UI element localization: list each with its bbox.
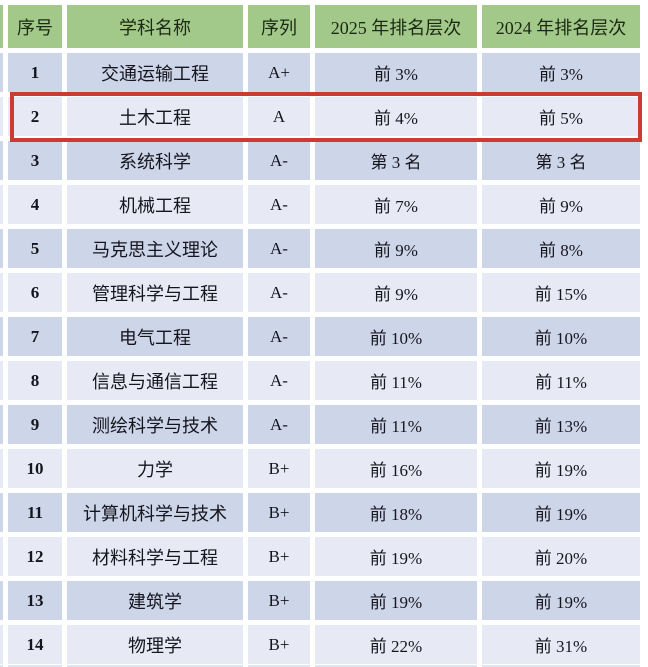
- subject-cell: 交通运输工程: [67, 53, 243, 92]
- cutoff-row-strip: [482, 665, 640, 667]
- grade-cell: B+: [248, 625, 310, 664]
- subject-cell: 管理科学与工程: [67, 273, 243, 312]
- row-number-cell: 3: [8, 141, 62, 180]
- grade-cell: A-: [248, 273, 310, 312]
- cutoff-row-strip: [315, 665, 477, 667]
- left-edge-partial-column: [0, 97, 3, 136]
- subject-cell: 电气工程: [67, 317, 243, 356]
- cutoff-row-strip: [8, 665, 62, 667]
- header-cell-2: 序列: [248, 5, 310, 48]
- header-cell-3: 2025 年排名层次: [315, 5, 477, 48]
- rank-2025-cell: 前 22%: [315, 625, 477, 664]
- grade-cell: A: [248, 97, 310, 136]
- cutoff-row-strip: [248, 665, 310, 667]
- rank-2024-cell: 前 15%: [482, 273, 640, 312]
- rank-2025-cell: 前 19%: [315, 581, 477, 620]
- rank-2024-cell: 前 5%: [482, 97, 640, 136]
- rank-2024-cell: 前 13%: [482, 405, 640, 444]
- left-edge-partial-column: [0, 317, 3, 356]
- rank-2025-cell: 前 7%: [315, 185, 477, 224]
- rank-2024-cell: 前 19%: [482, 493, 640, 532]
- left-edge-partial-column: [0, 537, 3, 576]
- left-edge-partial-column: [0, 625, 3, 664]
- grade-cell: A-: [248, 361, 310, 400]
- grade-cell: A-: [248, 229, 310, 268]
- subject-cell: 机械工程: [67, 185, 243, 224]
- rank-2025-cell: 前 3%: [315, 53, 477, 92]
- grade-cell: A-: [248, 185, 310, 224]
- rank-2025-cell: 前 9%: [315, 273, 477, 312]
- row-number-cell: 10: [8, 449, 62, 488]
- grade-cell: A+: [248, 53, 310, 92]
- left-edge-partial-column: [0, 581, 3, 620]
- rank-2025-cell: 前 16%: [315, 449, 477, 488]
- subject-cell: 计算机科学与技术: [67, 493, 243, 532]
- rank-2025-cell: 前 4%: [315, 97, 477, 136]
- left-edge-partial-column: [0, 141, 3, 180]
- left-edge-partial-column: [0, 405, 3, 444]
- row-number-cell: 8: [8, 361, 62, 400]
- rank-2025-cell: 前 19%: [315, 537, 477, 576]
- rank-2024-cell: 前 19%: [482, 581, 640, 620]
- header-cell-4: 2024 年排名层次: [482, 5, 640, 48]
- subject-cell: 系统科学: [67, 141, 243, 180]
- left-edge-partial-column: [0, 273, 3, 312]
- left-edge-partial-column: [0, 449, 3, 488]
- table-grid: 序号 学科名称 序列 2025 年排名层次 2024 年排名层次 1 交通运输工程 A+ 前 3…: [0, 5, 640, 664]
- row-number-cell: 5: [8, 229, 62, 268]
- subject-cell: 土木工程: [67, 97, 243, 136]
- rank-2025-cell: 前 11%: [315, 405, 477, 444]
- subject-cell: 物理学: [67, 625, 243, 664]
- left-edge-partial-column: [0, 229, 3, 268]
- rank-2024-cell: 第 3 名: [482, 141, 640, 180]
- subject-cell: 信息与通信工程: [67, 361, 243, 400]
- grade-cell: A-: [248, 405, 310, 444]
- rank-2025-cell: 前 10%: [315, 317, 477, 356]
- subject-cell: 材料科学与工程: [67, 537, 243, 576]
- row-number-cell: 7: [8, 317, 62, 356]
- row-number-cell: 4: [8, 185, 62, 224]
- row-number-cell: 13: [8, 581, 62, 620]
- rank-2024-cell: 前 8%: [482, 229, 640, 268]
- left-edge-partial-column: [0, 5, 3, 48]
- left-edge-partial-column: [0, 493, 3, 532]
- rank-2025-cell: 第 3 名: [315, 141, 477, 180]
- rank-2025-cell: 前 9%: [315, 229, 477, 268]
- cutoff-row-strip: [0, 665, 3, 667]
- header-cell-1: 学科名称: [67, 5, 243, 48]
- row-number-cell: 12: [8, 537, 62, 576]
- subject-cell: 测绘科学与技术: [67, 405, 243, 444]
- grade-cell: B+: [248, 537, 310, 576]
- grade-cell: B+: [248, 581, 310, 620]
- rank-2024-cell: 前 20%: [482, 537, 640, 576]
- row-number-cell: 14: [8, 625, 62, 664]
- grade-cell: B+: [248, 493, 310, 532]
- rank-2024-cell: 前 11%: [482, 361, 640, 400]
- highlight-box: [10, 92, 642, 142]
- left-edge-partial-column: [0, 361, 3, 400]
- subject-cell: 力学: [67, 449, 243, 488]
- rank-2024-cell: 前 3%: [482, 53, 640, 92]
- row-number-cell: 9: [8, 405, 62, 444]
- rank-2024-cell: 前 9%: [482, 185, 640, 224]
- cutoff-row-strip: [67, 665, 243, 667]
- grade-cell: A-: [248, 141, 310, 180]
- rank-2025-cell: 前 18%: [315, 493, 477, 532]
- left-edge-partial-column: [0, 53, 3, 92]
- row-number-cell: 2: [8, 97, 62, 136]
- subject-cell: 建筑学: [67, 581, 243, 620]
- row-number-cell: 6: [8, 273, 62, 312]
- rank-2024-cell: 前 19%: [482, 449, 640, 488]
- left-edge-partial-column: [0, 185, 3, 224]
- grade-cell: A-: [248, 317, 310, 356]
- rank-2024-cell: 前 10%: [482, 317, 640, 356]
- header-cell-0: 序号: [8, 5, 62, 48]
- grade-cell: B+: [248, 449, 310, 488]
- row-number-cell: 1: [8, 53, 62, 92]
- rank-2025-cell: 前 11%: [315, 361, 477, 400]
- row-number-cell: 11: [8, 493, 62, 532]
- subject-cell: 马克思主义理论: [67, 229, 243, 268]
- rank-2024-cell: 前 31%: [482, 625, 640, 664]
